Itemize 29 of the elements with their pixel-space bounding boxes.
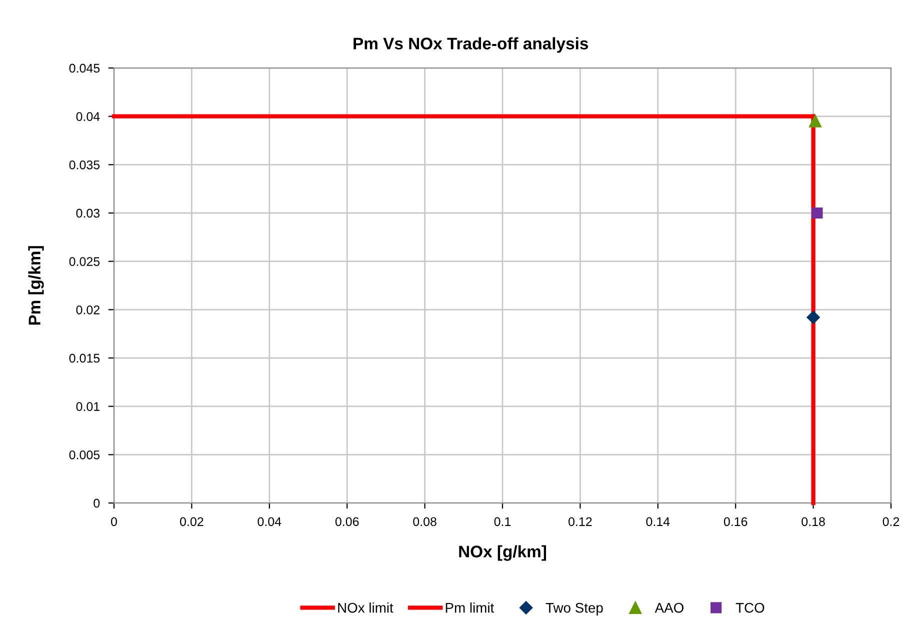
x-tick-label: 0.18: [802, 517, 825, 526]
x-tick-label: 0.2: [882, 517, 900, 526]
x-tick-label: 0.12: [568, 517, 592, 526]
y-axis-title: Pm [g/km]: [28, 246, 44, 325]
x-tick-label: 0: [111, 517, 117, 526]
x-axis-title: NOx [g/km]: [459, 545, 546, 561]
y-tick-label: 0.035: [69, 160, 100, 170]
y-tick-label: 0.015: [69, 354, 100, 363]
legend-label: Pm limit: [446, 602, 494, 613]
y-tick-label: 0.04: [76, 112, 100, 121]
x-tick-label: 0.1: [494, 517, 511, 526]
legend-label: AAO: [654, 602, 684, 613]
y-tick-label: 0: [94, 498, 100, 508]
y-tick-label: 0.005: [69, 450, 100, 460]
x-tick-label: 0.02: [180, 517, 204, 526]
legend-label: NOx limit: [338, 602, 394, 613]
y-tick-label: 0.045: [69, 64, 100, 73]
y-tick-label: 0.03: [76, 208, 100, 218]
x-tick-label: 0.08: [413, 517, 436, 526]
y-tick-label: 0.02: [76, 305, 100, 314]
y-tick-label: 0.025: [69, 257, 100, 266]
y-tick-label: 0.01: [76, 402, 100, 411]
x-tick-label: 0.14: [646, 517, 670, 526]
legend-label: Two Step: [546, 602, 603, 616]
x-tick-label: 0.16: [724, 517, 748, 526]
x-tick-label: 0.06: [335, 517, 359, 526]
x-tick-label: 0.04: [258, 517, 282, 526]
chart-title: Pm Vs NOx Trade-off analysis: [354, 37, 588, 53]
legend-label: TCO: [736, 602, 764, 613]
